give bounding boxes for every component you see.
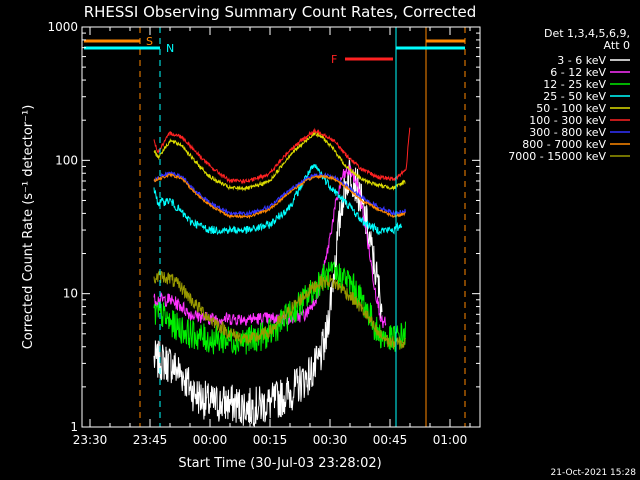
legend-label: 12 - 25 keV bbox=[543, 78, 606, 91]
legend-label: 6 - 12 keV bbox=[550, 66, 606, 79]
y-tick-label: 10 bbox=[63, 287, 78, 301]
series-line-1 bbox=[153, 157, 383, 427]
x-axis-label: Start Time (30-Jul-03 23:28:02) bbox=[178, 456, 381, 471]
legend-label: 100 - 300 keV bbox=[529, 114, 606, 127]
chart-title: RHESSI Observing Summary Count Rates, Co… bbox=[84, 3, 477, 21]
legend-label: 3 - 6 keV bbox=[557, 54, 606, 67]
legend-header-line: Det 1,3,4,5,6,9, bbox=[544, 27, 630, 40]
x-tick-label: 00:15 bbox=[253, 433, 288, 447]
y-axis: 1 10 100 1000 bbox=[47, 20, 480, 434]
series-line-9 bbox=[153, 270, 406, 350]
series-line-7 bbox=[153, 170, 406, 217]
y-tick-label: 1 bbox=[70, 420, 78, 434]
x-tick-label: 00:45 bbox=[373, 433, 408, 447]
s-marker-label: S bbox=[146, 35, 153, 48]
n-marker-label: N bbox=[166, 42, 174, 55]
series-line-6 bbox=[153, 127, 411, 185]
legend-label: 25 - 50 keV bbox=[543, 90, 606, 103]
x-tick-label: 23:45 bbox=[133, 433, 168, 447]
y-axis-label: Corrected Count Rate (s⁻¹ detector⁻¹) bbox=[21, 105, 36, 350]
legend-header-line: Att 0 bbox=[604, 39, 630, 52]
y-tick-label: 1000 bbox=[47, 20, 78, 34]
plot-frame bbox=[81, 26, 481, 428]
plot-area: SN F bbox=[84, 27, 466, 427]
series-line-5 bbox=[153, 131, 406, 192]
timestamp: 21-Oct-2021 15:28 bbox=[551, 468, 637, 478]
x-tick-label: 00:30 bbox=[313, 433, 348, 447]
x-axis: 23:30 23:45 00:00 00:15 00:30 00:45 01:00 bbox=[73, 27, 471, 447]
y-tick-label: 100 bbox=[55, 153, 78, 167]
series-line-4 bbox=[153, 164, 403, 236]
legend-label: 300 - 800 keV bbox=[529, 126, 606, 139]
series-line-8 bbox=[153, 172, 406, 220]
x-tick-label: 23:30 bbox=[73, 433, 108, 447]
legend-label: 7000 - 15000 keV bbox=[508, 150, 606, 163]
x-tick-label: 01:00 bbox=[433, 433, 468, 447]
series-line-2 bbox=[153, 164, 387, 329]
x-tick-label: 00:00 bbox=[193, 433, 228, 447]
f-marker-label: F bbox=[331, 53, 337, 66]
legend-label: 50 - 100 keV bbox=[536, 102, 606, 115]
legend-label: 800 - 7000 keV bbox=[522, 138, 606, 151]
